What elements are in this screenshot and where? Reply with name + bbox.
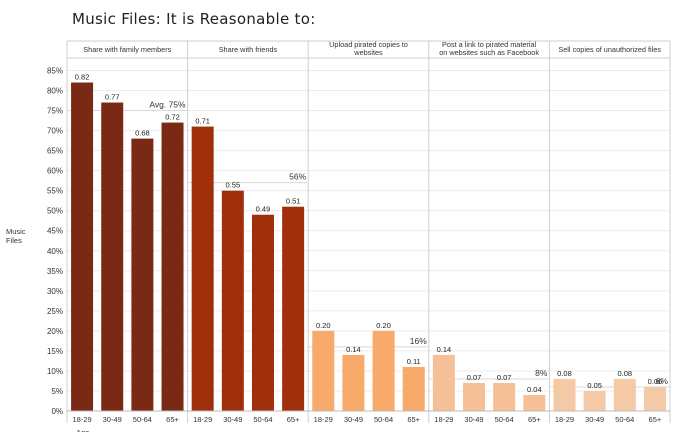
data-label: 0.20 — [316, 321, 331, 330]
bar — [493, 382, 516, 411]
x-tick-label: 18-29 — [314, 415, 333, 424]
bar — [131, 138, 154, 411]
data-label: 0.08 — [557, 369, 572, 378]
x-tick-label: 50-64 — [495, 415, 514, 424]
y-tick-label: 30% — [47, 287, 63, 296]
average-label: 8% — [535, 368, 548, 378]
x-tick-label: 65+ — [287, 415, 300, 424]
y-axis-label: Files — [6, 236, 22, 245]
data-label: 0.51 — [286, 197, 301, 206]
x-tick-label: 30-49 — [464, 415, 483, 424]
average-label: 6% — [656, 376, 669, 386]
y-tick-label: 40% — [47, 247, 63, 256]
group-header-label: Share with family members — [83, 45, 171, 54]
data-label: 0.11 — [407, 357, 421, 366]
bar — [342, 354, 365, 411]
bar — [221, 190, 244, 411]
data-label: 0.07 — [497, 373, 512, 382]
x-tick-label: 65+ — [166, 415, 179, 424]
bar — [402, 366, 425, 411]
data-label: 0.14 — [437, 345, 452, 354]
y-tick-label: 55% — [47, 187, 63, 196]
group-header-label: Post a link to pirated material — [442, 40, 536, 49]
y-tick-label: 35% — [47, 267, 63, 276]
y-tick-label: 15% — [47, 347, 63, 356]
group-header-label: Sell copies of unauthorized files — [558, 45, 661, 54]
x-tick-label: 30-49 — [223, 415, 242, 424]
x-tick-label: 50-64 — [615, 415, 634, 424]
data-label: 0.04 — [527, 385, 542, 394]
bar — [523, 394, 546, 411]
bar — [282, 206, 305, 411]
bar — [553, 378, 576, 411]
x-tick-label: 30-49 — [103, 415, 122, 424]
bar — [251, 214, 274, 411]
y-tick-label: 50% — [47, 207, 63, 216]
x-tick-label: 50-64 — [253, 415, 272, 424]
x-tick-label: 65+ — [649, 415, 662, 424]
bar — [312, 330, 335, 411]
data-label: 0.72 — [165, 113, 180, 122]
y-tick-label: 80% — [47, 87, 63, 96]
average-label: 56% — [289, 172, 306, 182]
y-tick-label: 5% — [51, 387, 63, 396]
y-axis-label: Music — [6, 227, 26, 236]
y-tick-label: 20% — [47, 327, 63, 336]
data-label: 0.71 — [195, 117, 210, 126]
y-tick-label: 75% — [47, 107, 63, 116]
data-label: 0.14 — [346, 345, 361, 354]
x-tick-label: 18-29 — [555, 415, 574, 424]
group-header-label: Upload pirated copies to — [329, 40, 408, 49]
chart-title: Music Files: It is Reasonable to: — [72, 10, 316, 28]
group-header-label: on websites such as Facebook — [439, 48, 539, 57]
bar — [613, 378, 636, 411]
x-tick-label: 18-29 — [193, 415, 212, 424]
x-tick-label: 18-29 — [72, 415, 91, 424]
x-axis-label: Age — [76, 428, 89, 432]
y-tick-label: 25% — [47, 307, 63, 316]
data-label: 0.55 — [226, 181, 241, 190]
data-label: 0.49 — [256, 205, 271, 214]
bar — [372, 330, 395, 411]
average-label: 16% — [410, 336, 427, 346]
bar — [463, 382, 486, 411]
x-tick-label: 50-64 — [374, 415, 393, 424]
y-tick-label: 65% — [47, 147, 63, 156]
data-label: 0.07 — [467, 373, 482, 382]
x-tick-label: 65+ — [528, 415, 541, 424]
data-label: 0.77 — [105, 93, 120, 102]
data-label: 0.68 — [135, 129, 150, 138]
y-tick-label: 60% — [47, 167, 63, 176]
data-label: 0.08 — [617, 369, 632, 378]
y-tick-label: 10% — [47, 367, 63, 376]
bar — [643, 386, 666, 411]
group-header-label: websites — [353, 48, 383, 57]
y-tick-label: 0% — [51, 407, 63, 416]
bar — [161, 122, 184, 411]
bar — [432, 354, 455, 411]
average-label: Avg. 75% — [149, 100, 186, 110]
data-label: 0.06 — [648, 377, 663, 386]
y-tick-label: 85% — [47, 67, 63, 76]
data-label: 0.82 — [75, 73, 90, 82]
group-header-label: Share with friends — [219, 45, 278, 54]
x-tick-label: 50-64 — [133, 415, 152, 424]
bar — [101, 102, 124, 411]
bar — [71, 82, 94, 412]
x-tick-label: 30-49 — [585, 415, 604, 424]
data-label: 0.05 — [587, 381, 602, 390]
data-label: 0.20 — [376, 321, 391, 330]
bar — [191, 126, 214, 412]
bar — [583, 390, 606, 411]
x-tick-label: 18-29 — [434, 415, 453, 424]
y-tick-label: 70% — [47, 127, 63, 136]
x-tick-label: 30-49 — [344, 415, 363, 424]
x-tick-label: 65+ — [407, 415, 420, 424]
y-tick-label: 45% — [47, 227, 63, 236]
